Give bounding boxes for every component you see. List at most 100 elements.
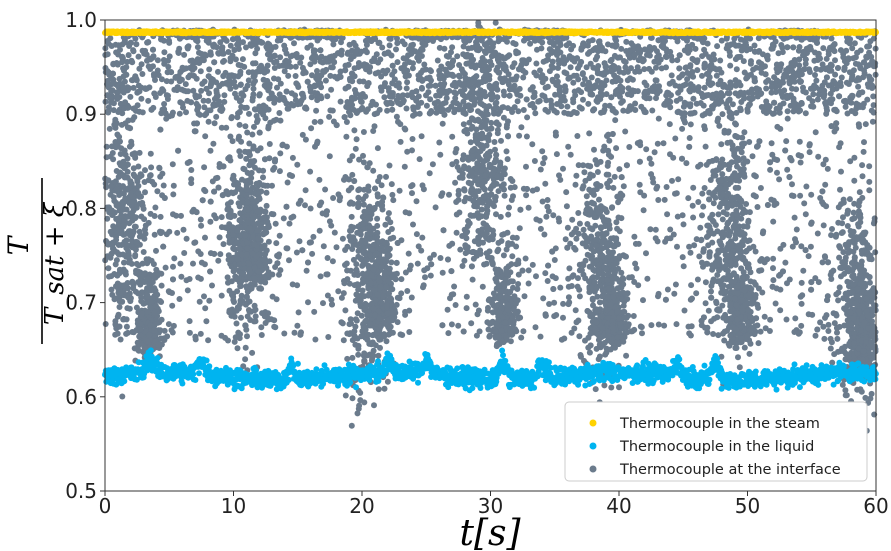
interface-point <box>369 98 376 105</box>
interface-point <box>136 65 143 72</box>
interface-point <box>142 167 148 174</box>
interface-point <box>835 65 841 71</box>
interface-point <box>687 121 694 128</box>
interface-point <box>215 68 221 75</box>
interface-point <box>362 47 369 54</box>
interface-point <box>132 246 139 253</box>
interface-point <box>292 63 299 70</box>
interface-point <box>281 42 288 49</box>
interface-point <box>707 63 714 70</box>
interface-point <box>617 83 624 90</box>
interface-point <box>115 109 122 115</box>
interface-point <box>653 64 659 71</box>
interface-point <box>523 163 529 170</box>
interface-point <box>250 85 257 92</box>
interface-point <box>555 65 561 71</box>
interface-point <box>654 54 661 61</box>
interface-point <box>578 59 585 65</box>
interface-point <box>623 162 630 169</box>
interface-point <box>509 253 516 260</box>
interface-point <box>518 124 525 131</box>
interface-point <box>144 57 150 64</box>
interface-point <box>735 79 742 86</box>
interface-point <box>188 99 194 106</box>
interface-point <box>823 110 830 117</box>
interface-point <box>386 42 393 49</box>
interface-point <box>133 41 140 48</box>
interface-point <box>700 203 707 210</box>
interface-point <box>788 76 795 83</box>
interface-point <box>117 336 124 343</box>
interface-point <box>163 78 170 85</box>
interface-point <box>624 77 631 84</box>
interface-point <box>226 74 233 81</box>
interface-point <box>111 197 118 204</box>
interface-point <box>825 328 832 334</box>
interface-point <box>256 129 263 136</box>
interface-point <box>351 178 358 184</box>
interface-point <box>749 90 756 97</box>
interface-point <box>751 172 758 179</box>
interface-point <box>501 92 508 99</box>
interface-point <box>225 337 231 344</box>
interface-point <box>872 249 879 256</box>
interface-point <box>203 37 210 44</box>
interface-point <box>576 333 583 340</box>
interface-point <box>859 89 866 96</box>
interface-point <box>639 330 645 337</box>
interface-point <box>472 64 479 71</box>
interface-point <box>505 211 512 218</box>
interface-point <box>125 185 132 192</box>
interface-point <box>793 239 799 246</box>
interface-point <box>825 321 832 328</box>
interface-point <box>844 110 851 117</box>
interface-point <box>541 155 548 161</box>
interface-point <box>268 90 275 97</box>
interface-point <box>229 138 236 145</box>
interface-point <box>285 105 292 112</box>
interface-point <box>688 282 695 289</box>
interface-point <box>317 47 324 54</box>
interface-point <box>681 99 688 106</box>
interface-point <box>135 189 142 196</box>
interface-point <box>116 75 123 82</box>
interface-point <box>416 74 423 81</box>
interface-point <box>324 292 331 299</box>
interface-point <box>655 290 662 297</box>
interface-point <box>308 125 315 132</box>
interface-point <box>784 115 791 122</box>
interface-point <box>693 100 700 107</box>
interface-point <box>312 143 318 150</box>
interface-point <box>861 59 867 66</box>
interface-point <box>406 307 413 314</box>
interface-point <box>517 206 524 213</box>
interface-point <box>396 187 403 194</box>
interface-point <box>808 85 814 92</box>
interface-point <box>134 102 141 109</box>
interface-point <box>460 109 467 116</box>
interface-point <box>383 99 390 106</box>
interface-point <box>698 317 705 324</box>
interface-point <box>840 54 847 61</box>
interface-point <box>812 129 819 136</box>
interface-point <box>673 321 680 328</box>
interface-point <box>479 283 486 290</box>
interface-point <box>331 52 338 59</box>
interface-point <box>660 140 667 147</box>
interface-point <box>117 151 124 157</box>
interface-point <box>193 94 200 101</box>
interface-point <box>113 216 120 222</box>
interface-point <box>244 129 251 136</box>
interface-point <box>161 49 168 56</box>
interface-point <box>224 201 231 208</box>
interface-point <box>254 45 261 52</box>
interface-point <box>107 95 114 102</box>
interface-point <box>527 102 534 108</box>
interface-point <box>783 316 790 323</box>
interface-point <box>612 117 619 124</box>
interface-point <box>776 176 783 183</box>
interface-point <box>562 83 568 90</box>
interface-point <box>394 59 401 66</box>
interface-point <box>576 293 583 300</box>
interface-point <box>539 148 546 155</box>
